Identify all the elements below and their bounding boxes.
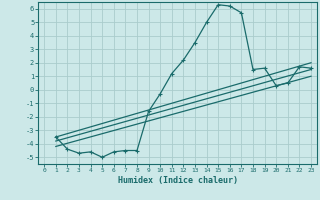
X-axis label: Humidex (Indice chaleur): Humidex (Indice chaleur) xyxy=(118,176,238,185)
